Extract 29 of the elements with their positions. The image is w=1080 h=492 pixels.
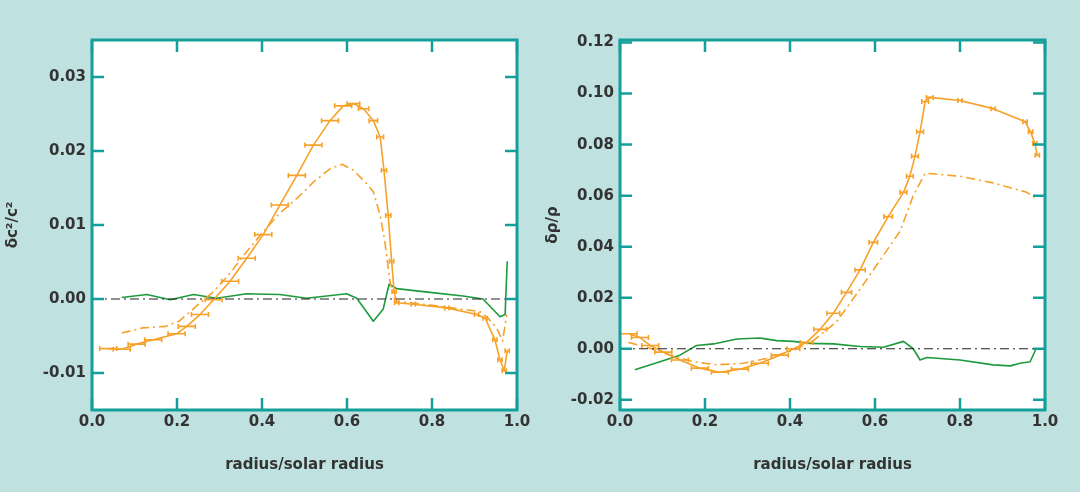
x-axis-title: radius/solar radius bbox=[225, 454, 384, 473]
x-tick-label: 0.8 bbox=[418, 411, 446, 430]
x-tick-label: 0.6 bbox=[861, 411, 889, 430]
y-tick-label: 0.00 bbox=[48, 288, 86, 307]
y-tick-label: 0.02 bbox=[48, 140, 86, 159]
x-axis-title: radius/solar radius bbox=[753, 454, 912, 473]
y-tick-label: 0.08 bbox=[576, 134, 614, 153]
y-tick-label: 0.01 bbox=[48, 214, 86, 233]
y-tick-label: 0.10 bbox=[576, 83, 614, 102]
x-tick-label: 0.4 bbox=[776, 411, 804, 430]
x-tick-label: 0.0 bbox=[78, 411, 106, 430]
x-tick-label: 0.2 bbox=[691, 411, 719, 430]
y-tick-label: 0.00 bbox=[576, 338, 614, 357]
y-tick-label: 0.03 bbox=[48, 66, 86, 85]
x-tick-label: 0.0 bbox=[606, 411, 634, 430]
x-tick-label: 1.0 bbox=[503, 411, 531, 430]
x-tick-label: 0.8 bbox=[946, 411, 974, 430]
x-tick-label: 0.6 bbox=[333, 411, 361, 430]
x-tick-label: 1.0 bbox=[1031, 411, 1059, 430]
x-tick-label: 0.4 bbox=[248, 411, 276, 430]
y-tick-label: -0.02 bbox=[570, 389, 614, 408]
x-tick-label: 0.2 bbox=[163, 411, 191, 430]
y-axis-title: δc²/c² bbox=[2, 201, 21, 249]
y-axis-title: δρ/ρ bbox=[542, 206, 561, 244]
y-tick-label: 0.04 bbox=[576, 236, 614, 255]
y-tick-label: -0.01 bbox=[42, 362, 86, 381]
y-tick-label: 0.06 bbox=[576, 185, 614, 204]
y-tick-label: 0.12 bbox=[576, 32, 614, 51]
y-tick-label: 0.02 bbox=[576, 287, 614, 306]
